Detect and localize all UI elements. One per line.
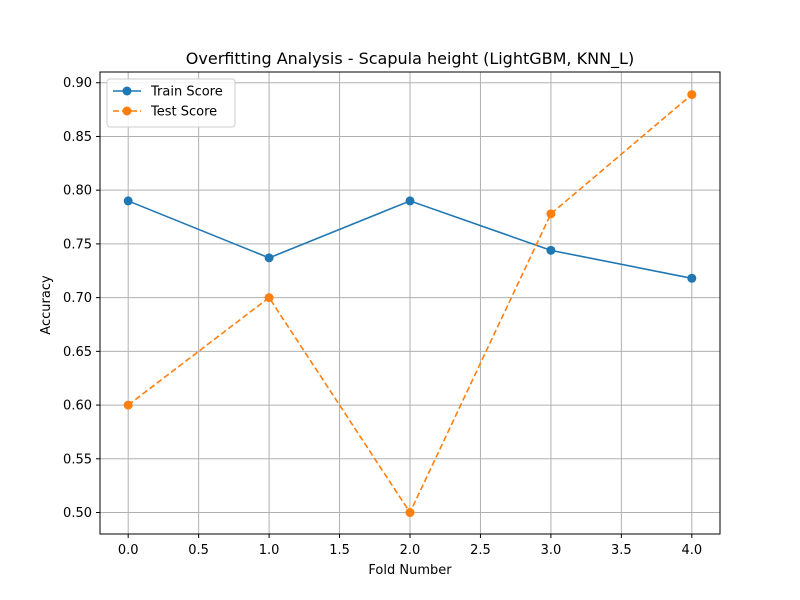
y-tick-label: 0.75 bbox=[63, 237, 92, 252]
y-axis: 0.50 0.55 0.60 0.65 0.70 0.75 0.80 0.85 0.90 bbox=[63, 76, 100, 521]
series-test-score bbox=[123, 90, 697, 518]
data-point bbox=[687, 90, 697, 100]
y-tick-label: 0.50 bbox=[63, 506, 92, 521]
x-tick-label: 0.5 bbox=[188, 543, 209, 558]
data-point bbox=[546, 209, 556, 219]
x-tick-label: 4.0 bbox=[681, 543, 702, 558]
legend-item: Train Score bbox=[113, 85, 223, 100]
legend-label: Test Score bbox=[150, 105, 217, 120]
data-point bbox=[123, 196, 133, 206]
legend-marker bbox=[122, 86, 132, 96]
x-tick-label: 1.0 bbox=[259, 543, 280, 558]
data-point bbox=[405, 508, 415, 518]
y-tick-label: 0.80 bbox=[63, 184, 92, 199]
data-point bbox=[546, 245, 556, 255]
y-tick-label: 0.90 bbox=[63, 76, 92, 91]
y-tick-label: 0.85 bbox=[63, 130, 92, 145]
x-tick-label: 2.0 bbox=[400, 543, 421, 558]
legend-item: Test Score bbox=[113, 105, 217, 120]
y-tick-label: 0.70 bbox=[63, 291, 92, 306]
x-tick-label: 2.5 bbox=[470, 543, 491, 558]
data-point bbox=[264, 253, 274, 263]
data-point bbox=[123, 400, 133, 410]
chart-title: Overfitting Analysis - Scapula height (L… bbox=[186, 49, 634, 69]
series-layer bbox=[123, 90, 697, 518]
x-axis: 0.0 0.5 1.0 1.5 2.0 2.5 3.0 3.5 4.0 bbox=[118, 534, 702, 558]
legend: Train Score Test Score bbox=[106, 78, 236, 128]
x-axis-title: Fold Number bbox=[368, 563, 452, 578]
data-point bbox=[264, 293, 274, 303]
x-tick-label: 3.5 bbox=[611, 543, 632, 558]
legend-marker bbox=[122, 106, 132, 116]
data-point bbox=[687, 273, 697, 283]
series-train-score bbox=[123, 196, 697, 283]
y-axis-title: Accuracy bbox=[39, 275, 54, 335]
x-tick-label: 3.0 bbox=[541, 543, 562, 558]
x-tick-label: 0.0 bbox=[118, 543, 139, 558]
y-tick-label: 0.55 bbox=[63, 452, 92, 467]
data-point bbox=[405, 196, 415, 206]
y-tick-label: 0.60 bbox=[63, 399, 92, 414]
legend-label: Train Score bbox=[150, 85, 223, 100]
y-tick-label: 0.65 bbox=[63, 345, 92, 360]
x-tick-label: 1.5 bbox=[329, 543, 350, 558]
